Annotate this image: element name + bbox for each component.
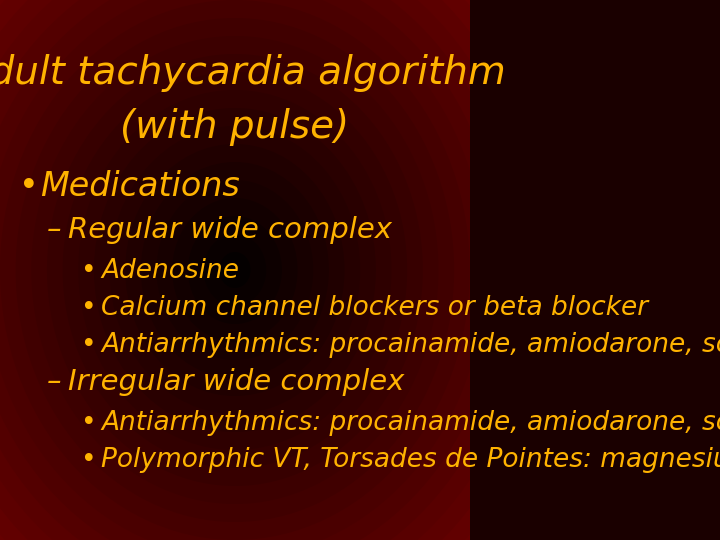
Ellipse shape bbox=[0, 0, 485, 540]
Text: •: • bbox=[80, 410, 95, 436]
Ellipse shape bbox=[47, 54, 423, 486]
Ellipse shape bbox=[156, 180, 313, 360]
Text: Antiarrhythmics: procainamide, amiodarone, sotolol: Antiarrhythmics: procainamide, amiodaron… bbox=[101, 332, 720, 357]
Ellipse shape bbox=[31, 36, 438, 504]
Ellipse shape bbox=[172, 198, 297, 342]
Text: Irregular wide complex: Irregular wide complex bbox=[68, 368, 405, 396]
Text: •: • bbox=[80, 258, 95, 284]
Text: –: – bbox=[47, 368, 62, 396]
Ellipse shape bbox=[0, 0, 657, 540]
Ellipse shape bbox=[219, 252, 251, 288]
Ellipse shape bbox=[109, 126, 360, 414]
Text: Antiarrhythmics: procainamide, amiodarone, sotolol: Antiarrhythmics: procainamide, amiodaron… bbox=[101, 410, 720, 436]
Text: Medications: Medications bbox=[40, 170, 240, 203]
Ellipse shape bbox=[78, 90, 392, 450]
Ellipse shape bbox=[0, 0, 469, 540]
Ellipse shape bbox=[0, 0, 626, 540]
Ellipse shape bbox=[141, 162, 329, 378]
Ellipse shape bbox=[0, 0, 642, 540]
Ellipse shape bbox=[0, 0, 689, 540]
Text: Polymorphic VT, Torsades de Pointes: magnesium: Polymorphic VT, Torsades de Pointes: mag… bbox=[101, 447, 720, 473]
Ellipse shape bbox=[0, 0, 532, 540]
Text: •: • bbox=[19, 170, 38, 203]
Text: •: • bbox=[80, 332, 95, 357]
Ellipse shape bbox=[0, 0, 580, 540]
Text: –: – bbox=[47, 216, 62, 244]
Text: Calcium channel blockers or beta blocker: Calcium channel blockers or beta blocker bbox=[101, 295, 648, 321]
Ellipse shape bbox=[188, 216, 282, 324]
Ellipse shape bbox=[0, 0, 673, 540]
Ellipse shape bbox=[0, 0, 548, 540]
Ellipse shape bbox=[0, 0, 611, 540]
Text: Adenosine: Adenosine bbox=[101, 258, 239, 284]
Text: Adult tachycardia algorithm: Adult tachycardia algorithm bbox=[0, 54, 506, 92]
Ellipse shape bbox=[204, 234, 266, 306]
Ellipse shape bbox=[16, 18, 454, 522]
Ellipse shape bbox=[0, 0, 517, 540]
Text: •: • bbox=[80, 447, 95, 473]
Ellipse shape bbox=[63, 72, 407, 468]
Text: Regular wide complex: Regular wide complex bbox=[68, 216, 392, 244]
Ellipse shape bbox=[125, 144, 344, 396]
Ellipse shape bbox=[0, 0, 564, 540]
Ellipse shape bbox=[0, 0, 595, 540]
Ellipse shape bbox=[0, 0, 501, 540]
Text: (with pulse): (with pulse) bbox=[120, 108, 349, 146]
Ellipse shape bbox=[0, 0, 705, 540]
Text: •: • bbox=[80, 295, 95, 321]
Ellipse shape bbox=[94, 108, 376, 432]
